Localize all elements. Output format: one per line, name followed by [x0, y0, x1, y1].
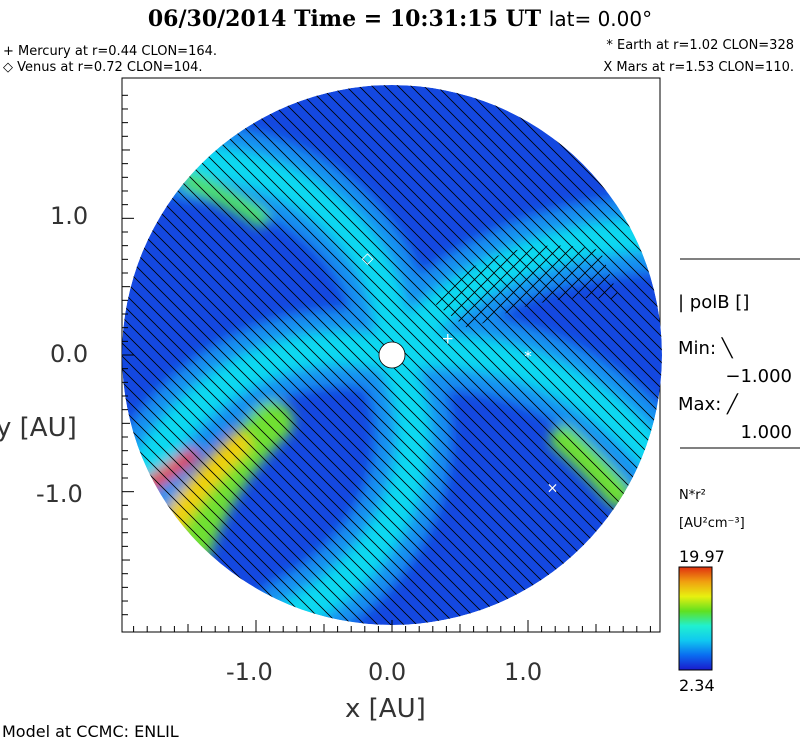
polb-positive-hatch: [430, 245, 620, 330]
y-tick-label: -1.0: [36, 480, 83, 508]
earth-label: * Earth at r=1.02 CLON=328: [606, 38, 794, 53]
plot-title: 06/30/2014 Time = 10:31:15 UT lat= 0.00°: [0, 6, 800, 32]
density-label: N*r²: [679, 488, 706, 503]
title-lat: lat= 0.00°: [548, 7, 653, 31]
colorbar-min: 2.34: [679, 676, 715, 695]
mercury-label: + Mercury at r=0.44 CLON=164.: [3, 44, 218, 59]
mars-label: X Mars at r=1.53 CLON=110.: [603, 60, 794, 75]
sun-inner-boundary: [378, 341, 406, 369]
x-tick-label: 0.0: [368, 658, 407, 686]
polb-max-value: 1.000: [740, 422, 792, 443]
polb-min-value: −1.000: [725, 366, 792, 387]
density-unit: [AU²cm⁻³]: [679, 516, 745, 531]
title-time: 06/30/2014 Time = 10:31:15 UT: [147, 6, 542, 32]
venus-label: ◇ Venus at r=0.72 CLON=104.: [3, 60, 203, 75]
model-credit: Model at CCMC: ENLIL: [2, 722, 179, 741]
polb-label: | polB []: [678, 292, 750, 313]
y-tick-label: 0.0: [50, 340, 89, 368]
planet-marker-venus: ◇: [362, 249, 374, 267]
polb-min-label: Min: ╲: [678, 338, 733, 359]
colorbar-max: 19.97: [679, 547, 725, 566]
x-tick-label: 1.0: [504, 658, 543, 686]
polb-max-label: Max: ╱: [678, 394, 738, 415]
colorbar: [678, 566, 713, 671]
planet-marker-earth: *: [524, 347, 532, 365]
y-axis-label: y [AU]: [0, 413, 77, 443]
planet-marker-mars: ×: [547, 481, 559, 497]
planet-marker-mercury: +: [441, 330, 454, 348]
x-axis-label: x [AU]: [345, 694, 426, 724]
y-tick-label: 1.0: [50, 202, 89, 230]
x-tick-label: -1.0: [226, 658, 273, 686]
